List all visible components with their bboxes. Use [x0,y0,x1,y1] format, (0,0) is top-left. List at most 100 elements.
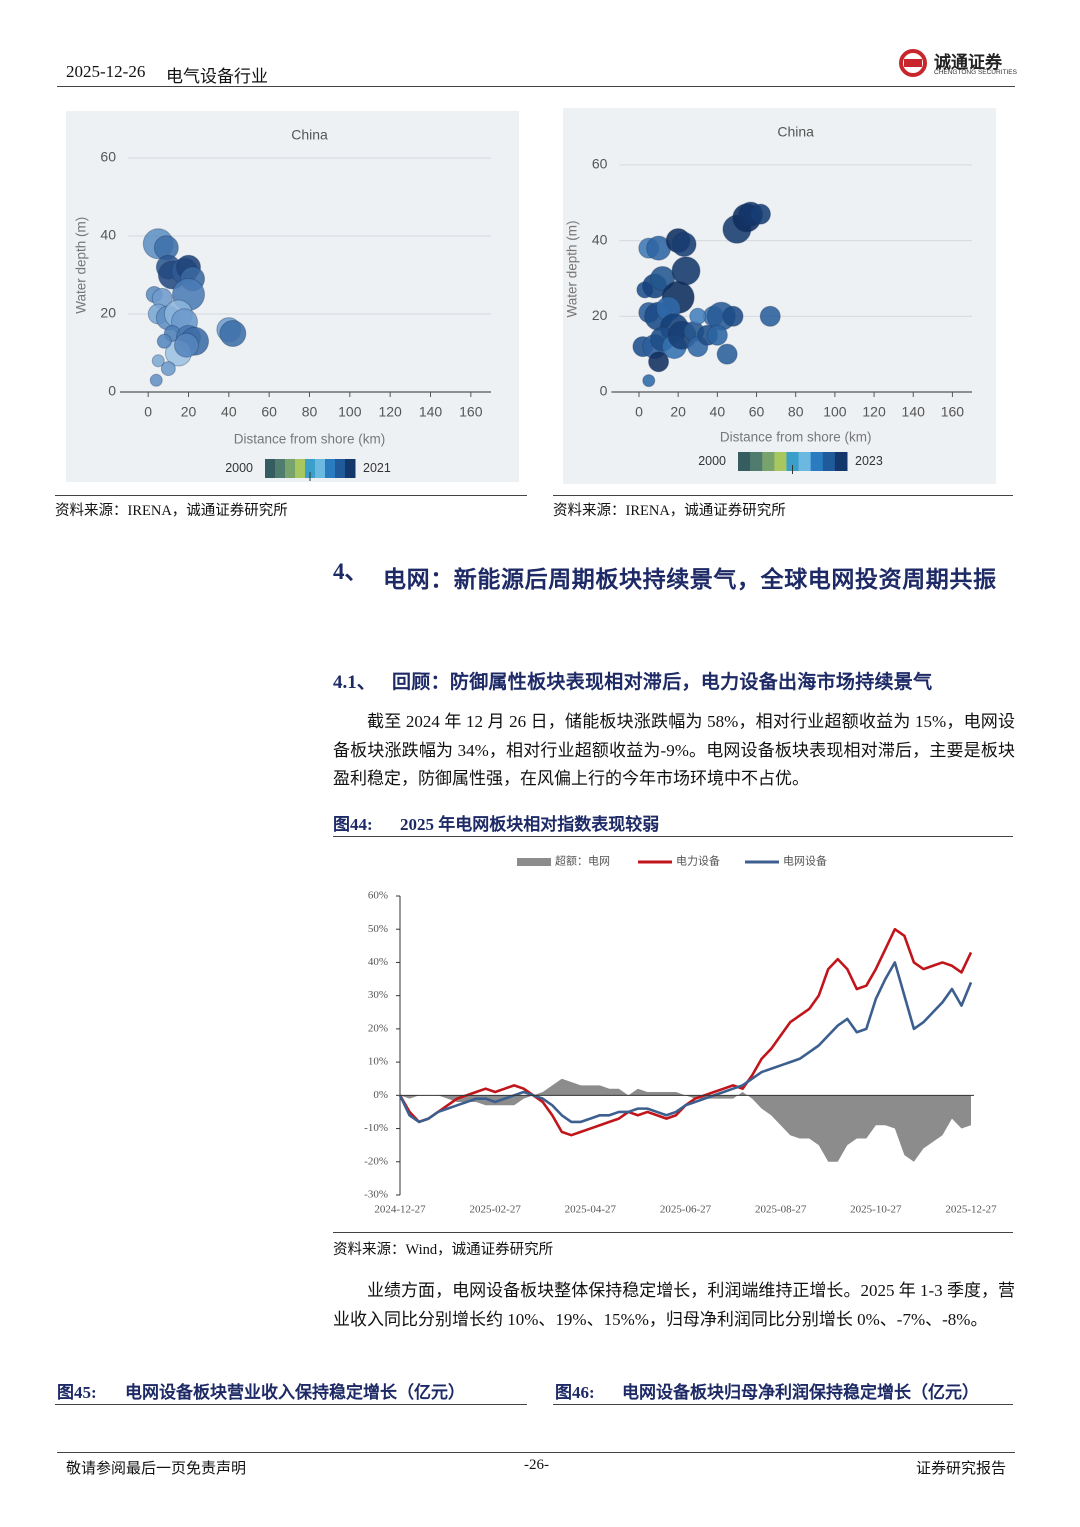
x-tick-label: 20 [181,404,197,420]
x-tick-label: 80 [302,404,318,420]
x-tick-label: 120 [862,404,886,420]
y-tick-label: 50% [368,923,388,935]
figure-number: 图46: [555,1383,595,1402]
source-note: 资料来源：IRENA，诚通证券研究所 [553,503,786,519]
y-axis-title: Water depth (m) [565,220,580,317]
source-note: 资料来源：Wind，诚通证券研究所 [333,1242,554,1258]
legend-label: 超额：电网 [555,854,610,868]
y-tick-label: -20% [364,1155,388,1167]
bubble [722,305,744,327]
bubble [642,374,656,388]
x-tick-label: 2025-10-27 [850,1204,902,1216]
source-note: 资料来源：IRENA，诚通证券研究所 [55,503,288,519]
footer-disclaimer: 敬请参阅最后一页免责声明 [66,1461,247,1477]
colorbar-segment [275,459,286,478]
page-number: -26- [524,1457,549,1473]
y-tick-label: 60% [368,890,388,902]
colorbar-segment [305,459,316,478]
y-tick-label: -10% [364,1122,388,1134]
bubble [173,332,199,358]
colorbar-segment [265,459,276,478]
logo-icon [899,49,927,77]
bubble [156,333,172,349]
colorbar-segment [822,452,836,471]
figure-number: 图44: [333,815,373,834]
x-tick-label: 120 [378,404,402,420]
y-tick-label: 20 [100,305,116,321]
bubble [648,351,670,373]
x-tick-label: 20 [670,404,686,420]
y-tick-label: 20 [592,307,608,323]
bubble [219,320,247,347]
colorbar-segment [834,452,848,471]
header-industry: 电气设备行业 [166,67,268,86]
y-tick-label: 40 [592,231,608,247]
y-tick-label: 20% [368,1022,388,1034]
bubble [759,305,781,327]
section-title: 电网：新能源后周期板块持续景气，全球电网投资周期共振 [383,567,997,592]
chart-title: China [291,127,328,143]
area [400,1078,971,1162]
y-tick-label: -30% [364,1189,388,1201]
y-tick-label: 40% [368,956,388,968]
colorbar-segment [798,452,812,471]
x-tick-label: 100 [823,404,847,420]
subsection-number: 4.1、 [333,672,376,693]
x-tick-label: 2025-02-27 [470,1204,522,1216]
y-axis-title: Water depth (m) [74,217,89,314]
bubble [749,203,771,225]
footer-rule [57,1452,1015,1453]
colorbar-label: 2023 [855,454,883,468]
figure-title: 电网设备板块归母净利润保持稳定增长（亿元） [622,1383,979,1402]
bubble [149,373,163,387]
company-name-en: CHENGTONG SECURITIES [934,69,1017,76]
bubble [689,307,707,325]
x-tick-label: 0 [635,404,643,420]
figure-rule [553,495,1013,496]
x-tick-label: 60 [261,404,277,420]
bubble [716,343,738,365]
y-tick-label: 60 [100,149,116,165]
colorbar-segment [738,452,751,471]
footer-doc-type: 证券研究报告 [916,1461,1007,1477]
figure-title: 电网设备板块营业收入保持稳定增长（亿元） [125,1383,465,1402]
figure-rule [55,495,527,496]
chart-title: China [777,124,814,140]
x-tick-label: 80 [788,404,804,420]
y-tick-label: 10% [368,1056,388,1068]
colorbar-label: 2021 [363,461,391,475]
x-axis-title: Distance from shore (km) [234,432,386,447]
x-axis-title: Distance from shore (km) [720,430,872,445]
bubble [160,361,176,377]
colorbar-segment [285,459,296,478]
figure-number: 图45: [57,1383,97,1402]
figure-title: 2025 年电网板块相对指数表现较弱 [400,815,660,834]
colorbar-segment [315,459,326,478]
x-tick-label: 140 [902,404,926,420]
colorbar-segment [786,452,800,471]
line [398,961,973,1124]
colorbar-label: 2000 [698,454,726,468]
legend-label: 电力设备 [676,854,720,868]
colorbar-segment [774,452,787,471]
figure-rule [333,1232,1013,1233]
legend-label: 电网设备 [783,854,827,868]
x-tick-label: 0 [144,404,152,420]
colorbar-segment [750,452,763,471]
colorbar-segment [325,459,336,478]
chart-panel [563,108,996,484]
company-name: 诚通证券 [934,53,1002,72]
y-tick-label: 0 [108,383,116,399]
x-tick-label: 40 [221,404,237,420]
x-tick-label: 2025-06-27 [660,1204,712,1216]
colorbar-segment [345,459,356,478]
x-tick-label: 140 [419,404,443,420]
y-tick-label: 60 [592,156,608,172]
bubble [671,231,697,257]
y-tick-label: 0% [373,1089,388,1101]
x-tick-label: 60 [749,404,765,420]
bubble [671,256,701,286]
paragraph: 业绩方面，电网设备板块整体保持稳定增长，利润端维持正增长。2025 年 1-3 … [333,1281,1015,1329]
